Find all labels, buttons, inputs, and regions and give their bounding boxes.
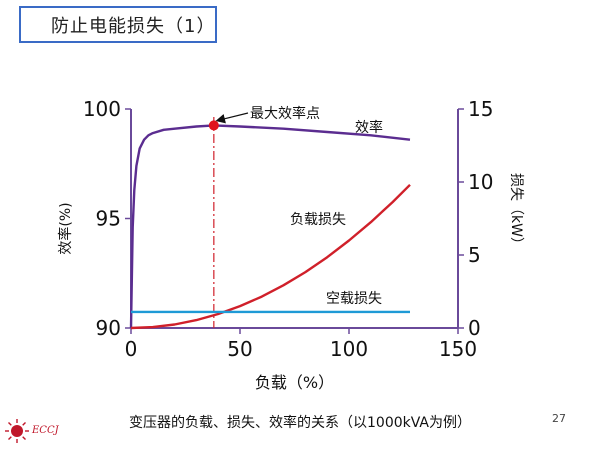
max-efficiency-point: [208, 120, 219, 131]
y-right-tick-label: 10: [468, 170, 493, 194]
chart-marks: [129, 112, 411, 330]
chart-axes: [125, 108, 464, 334]
chart-labels: 0 50 100 150 90 95 100 0 5 10 15 负载（%） 效率(%) 损失（kW） 效率…: [57, 97, 524, 392]
y-right-tick-label: 5: [468, 243, 481, 267]
y-right-tick-label: 0: [468, 316, 481, 340]
y-right-tick-label: 15: [468, 97, 493, 121]
x-axis-label: 负载（%）: [255, 373, 334, 392]
chart: 0 50 100 150 90 95 100 0 5 10 15 负载（%） 效率(%) 损失（kW） 效率…: [57, 97, 524, 392]
annotation-arrow: [215, 112, 249, 124]
y-axis-label-right: 损失（kW）: [508, 173, 524, 251]
annotation-label: 最大效率点: [250, 105, 320, 122]
x-tick-label: 150: [439, 337, 477, 361]
series-line: [129, 124, 411, 329]
y-axis-label-left: 效率(%): [57, 202, 74, 254]
x-tick-label: 0: [125, 337, 138, 361]
series-label: 效率: [355, 119, 383, 136]
series-line: [130, 183, 411, 330]
page-number: 27: [552, 412, 566, 425]
slide-title: 防止电能损失（1）: [19, 6, 217, 43]
y-left-tick-label: 100: [83, 97, 121, 121]
series-label: 负载损失: [290, 212, 346, 228]
x-tick-label: 100: [330, 337, 368, 361]
y-left-tick-label: 95: [96, 207, 121, 231]
chart-caption: 变压器的负载、损失、效率的关系（以1000kVA为例）: [129, 415, 471, 431]
eccj-logo: ECCJ: [4, 418, 84, 444]
y-left-tick-label: 90: [96, 316, 121, 340]
sun-logo-icon: [5, 419, 29, 443]
series-label: 空载损失: [326, 291, 382, 307]
x-tick-label: 50: [227, 337, 252, 361]
logo-text: ECCJ: [32, 425, 59, 436]
